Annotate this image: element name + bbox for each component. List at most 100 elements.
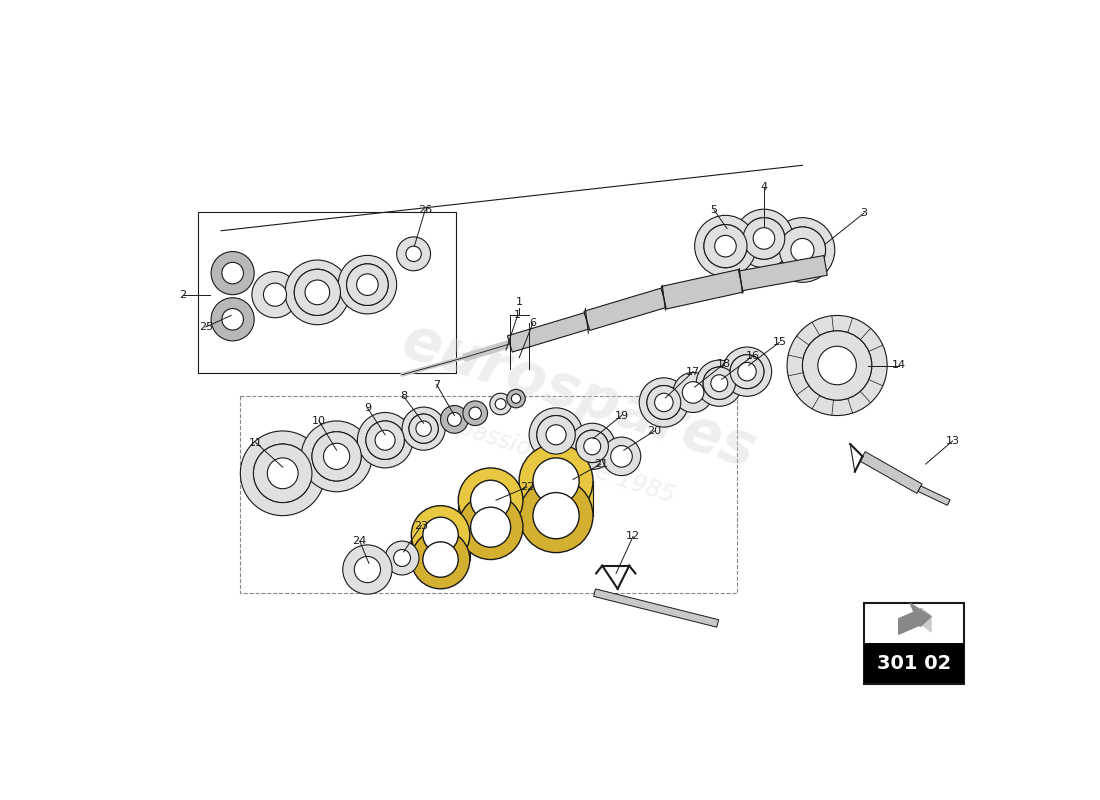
Polygon shape <box>899 609 931 626</box>
Text: 7: 7 <box>433 380 440 390</box>
Polygon shape <box>899 609 922 634</box>
Text: a passion since 1985: a passion since 1985 <box>434 408 678 508</box>
Circle shape <box>375 430 395 450</box>
Circle shape <box>770 218 835 282</box>
Circle shape <box>730 354 763 389</box>
Circle shape <box>715 235 736 257</box>
Circle shape <box>584 438 601 455</box>
Circle shape <box>222 309 243 330</box>
Circle shape <box>647 386 681 419</box>
Bar <box>519 481 593 516</box>
Text: 1: 1 <box>514 310 521 321</box>
Circle shape <box>411 506 470 564</box>
Circle shape <box>537 415 575 454</box>
Circle shape <box>532 493 579 538</box>
Text: 1: 1 <box>516 298 522 307</box>
Circle shape <box>422 542 459 578</box>
Circle shape <box>267 458 298 489</box>
Circle shape <box>610 446 632 467</box>
Circle shape <box>788 315 888 415</box>
Circle shape <box>744 218 784 259</box>
Text: 17: 17 <box>686 366 701 377</box>
Text: 23: 23 <box>415 521 428 530</box>
Circle shape <box>346 264 388 306</box>
Circle shape <box>463 401 487 426</box>
Circle shape <box>358 413 412 468</box>
Circle shape <box>356 274 378 295</box>
Text: 301 02: 301 02 <box>877 654 952 673</box>
Circle shape <box>471 480 510 520</box>
Text: 12: 12 <box>626 531 640 542</box>
Text: eurospares: eurospares <box>395 312 763 481</box>
Circle shape <box>682 382 704 403</box>
Circle shape <box>803 331 871 400</box>
Circle shape <box>385 541 419 575</box>
Bar <box>411 535 470 559</box>
Circle shape <box>723 347 772 396</box>
Text: 8: 8 <box>400 391 407 402</box>
Circle shape <box>673 373 713 413</box>
Circle shape <box>253 444 312 502</box>
Circle shape <box>529 408 583 462</box>
Circle shape <box>730 354 763 389</box>
Circle shape <box>695 215 757 277</box>
Circle shape <box>546 425 566 445</box>
Polygon shape <box>860 452 922 494</box>
Circle shape <box>448 413 461 426</box>
Bar <box>865 602 964 683</box>
Text: 22: 22 <box>519 482 534 492</box>
Circle shape <box>735 209 793 268</box>
Circle shape <box>295 270 341 315</box>
Circle shape <box>440 406 469 434</box>
Text: 21: 21 <box>594 459 608 469</box>
Circle shape <box>803 331 871 400</box>
Circle shape <box>569 423 615 470</box>
Circle shape <box>343 545 392 594</box>
Circle shape <box>507 390 526 408</box>
Circle shape <box>738 362 757 381</box>
Circle shape <box>366 421 405 459</box>
Circle shape <box>469 407 482 419</box>
Polygon shape <box>911 603 931 626</box>
Circle shape <box>402 407 446 450</box>
Circle shape <box>779 227 826 273</box>
Bar <box>241 396 737 593</box>
Circle shape <box>703 367 736 399</box>
Circle shape <box>754 228 774 250</box>
Circle shape <box>779 227 826 273</box>
Circle shape <box>791 238 814 262</box>
Text: 24: 24 <box>353 536 366 546</box>
Circle shape <box>422 517 459 553</box>
Polygon shape <box>584 288 667 330</box>
Circle shape <box>409 414 438 443</box>
Text: 20: 20 <box>648 426 662 436</box>
Polygon shape <box>922 609 931 632</box>
Circle shape <box>295 270 341 315</box>
Circle shape <box>397 237 430 270</box>
Circle shape <box>576 430 608 462</box>
Text: 3: 3 <box>860 208 868 218</box>
Text: 6: 6 <box>529 318 537 328</box>
Circle shape <box>264 283 286 306</box>
Polygon shape <box>661 270 744 309</box>
Text: 15: 15 <box>772 338 786 347</box>
Circle shape <box>253 444 312 502</box>
Text: 18: 18 <box>717 359 732 369</box>
Circle shape <box>211 298 254 341</box>
Circle shape <box>711 374 728 392</box>
Polygon shape <box>918 486 950 506</box>
Text: 19: 19 <box>615 410 628 421</box>
Text: 13: 13 <box>946 436 959 446</box>
Text: 2: 2 <box>179 290 186 300</box>
Circle shape <box>647 386 681 419</box>
Circle shape <box>490 394 512 414</box>
Circle shape <box>346 264 388 306</box>
Bar <box>198 211 455 373</box>
Circle shape <box>654 394 673 412</box>
Circle shape <box>471 507 510 547</box>
Text: 10: 10 <box>312 416 326 426</box>
Circle shape <box>459 468 522 533</box>
Circle shape <box>285 260 350 325</box>
Circle shape <box>323 443 350 470</box>
Text: 26: 26 <box>418 205 432 215</box>
